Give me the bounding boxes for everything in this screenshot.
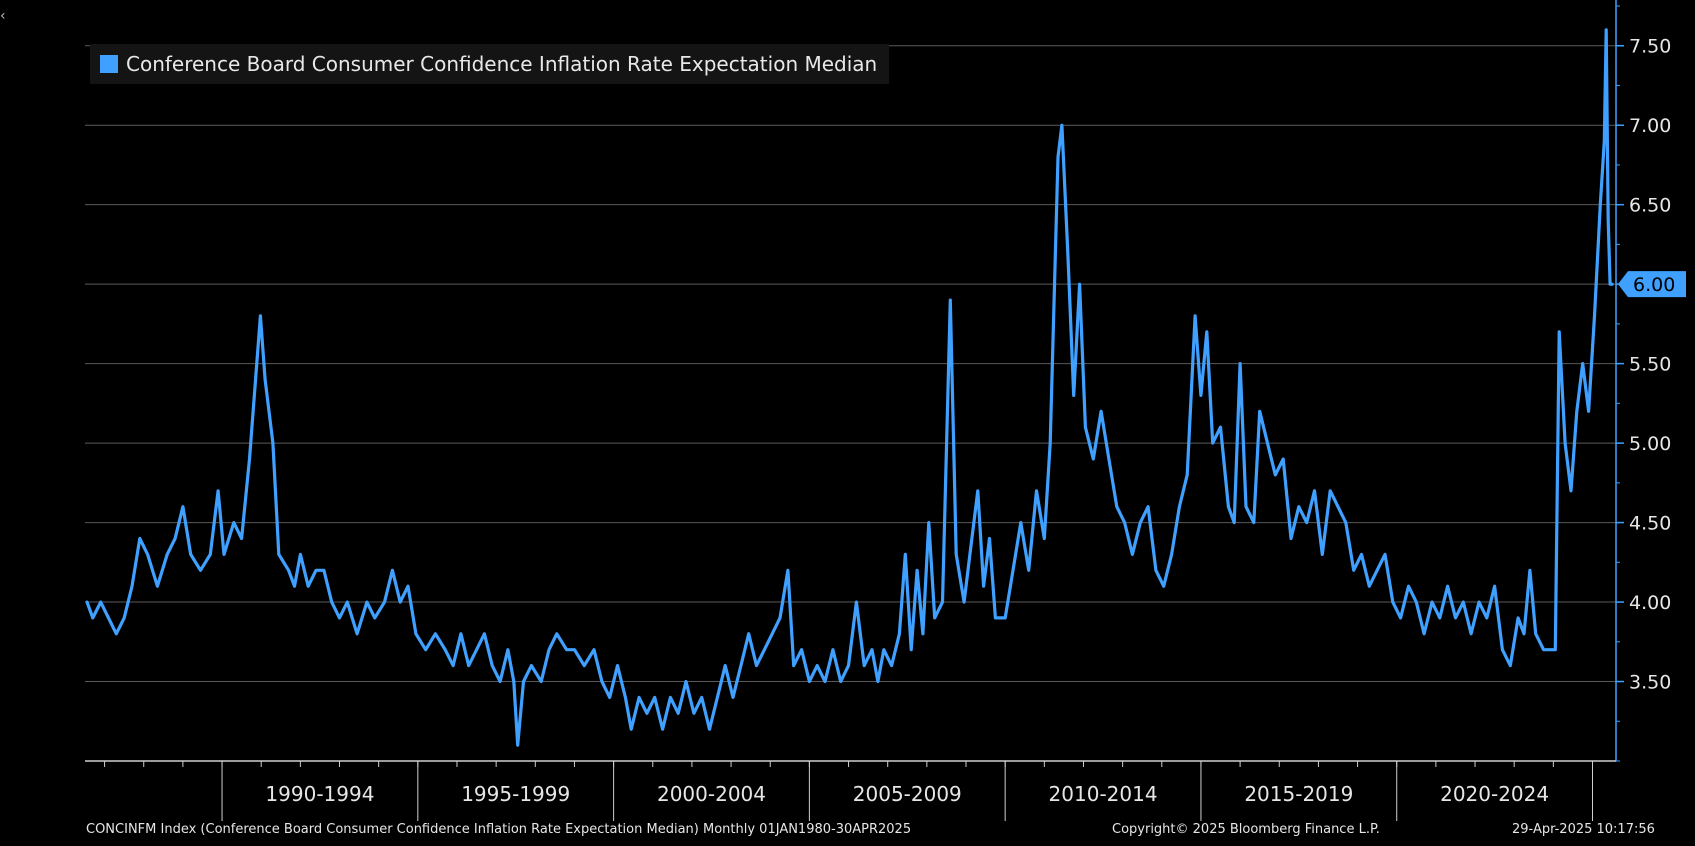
axes: [85, 0, 1624, 821]
series-line: [85, 28, 1614, 747]
last-value-tag: [1618, 271, 1686, 298]
x-tick-label: 1995-1999: [461, 782, 570, 806]
footer-copyright: Copyright© 2025 Bloomberg Finance L.P.: [1112, 822, 1380, 837]
x-tick-label: 2010-2014: [1049, 782, 1158, 806]
y-tick-label: 7.00: [1629, 115, 1671, 137]
footer-timestamp: 29-Apr-2025 10:17:56: [1512, 822, 1655, 837]
series: [85, 28, 1614, 747]
x-tick-label: 1990-1994: [265, 782, 374, 806]
footer-description: CONCINFM Index (Conference Board Consume…: [86, 822, 912, 837]
legend: Conference Board Consumer Confidence Inf…: [90, 44, 890, 84]
y-tick-label: 7.50: [1629, 36, 1671, 58]
y-tick-label: 5.00: [1629, 433, 1671, 455]
y-tick-label: 4.00: [1629, 592, 1671, 614]
legend-swatch: [100, 55, 118, 73]
legend-label: Conference Board Consumer Confidence Inf…: [126, 52, 878, 76]
last-value-label: 6.00: [1633, 274, 1675, 296]
gridlines: [85, 45, 1616, 683]
x-tick-label: 2015-2019: [1244, 782, 1353, 806]
axis-labels: 3.50 4.00 4.50 5.00 5.50 6.50 7.00 7.50 1990-199…: [265, 36, 1686, 806]
y-tick-label: 6.50: [1629, 195, 1671, 217]
x-tick-label: 2005-2009: [853, 782, 962, 806]
y-tick-label: 5.50: [1629, 354, 1671, 376]
corner-mark: ‹: [0, 8, 6, 24]
y-tick-label: 4.50: [1629, 513, 1671, 535]
y-tick-label: 3.50: [1629, 672, 1671, 694]
x-tick-label: 2000-2004: [657, 782, 766, 806]
x-tick-label: 2020-2024: [1440, 782, 1549, 806]
